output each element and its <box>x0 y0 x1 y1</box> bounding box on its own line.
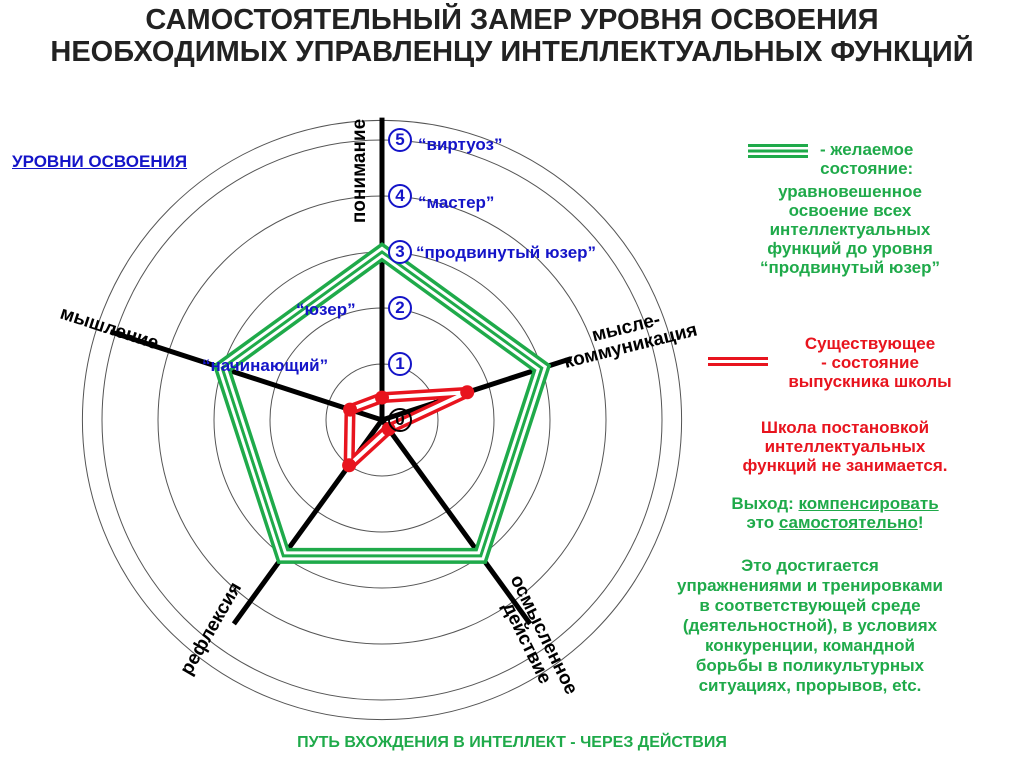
text-line: ситуациях, прорывов, etc. <box>698 676 922 695</box>
text-line: (деятельностной), в условиях <box>682 616 938 635</box>
note-achieve: Это достигается упражнениями и тренировк… <box>620 556 1000 696</box>
current-point <box>375 390 389 405</box>
legend-desired-swatch <box>748 144 808 158</box>
text-line: “продвинутый юзер” <box>759 258 941 277</box>
axis-line <box>109 329 383 423</box>
text-line: состояние: <box>820 159 914 178</box>
level-marker-3: 3 <box>388 240 412 264</box>
desired-polygon-center <box>220 250 544 558</box>
legend-desired-desc: уравновешенное освоение всех интеллектуа… <box>730 182 970 277</box>
footer: ПУТЬ ВХОЖДЕНИЯ В ИНТЕЛЛЕКТ - ЧЕРЕЗ ДЕЙСТ… <box>297 734 727 751</box>
level-marker-2: 2 <box>388 296 412 320</box>
note-school: Школа постановкой интеллектуальных функц… <box>700 418 990 475</box>
level-label-4: “мастер” <box>418 193 495 212</box>
axis-line <box>379 418 533 626</box>
text-line: упражнениями и тренировками <box>677 576 943 595</box>
underlined-text: компенсировать <box>798 494 939 513</box>
text-line: - желаемое <box>820 140 914 159</box>
text-line: интеллектуальных <box>764 437 926 456</box>
text-line: функций до уровня <box>767 239 933 258</box>
text-line: интеллектуальных <box>769 220 931 239</box>
text-line: функций не занимается. <box>742 456 948 475</box>
level-marker-1: 1 <box>388 352 412 376</box>
text-span: это <box>746 513 779 532</box>
underlined-text: самостоятельно <box>778 513 918 532</box>
title-line-2: НЕОБХОДИМЫХ УПРАВЛЕНЦУ ИНТЕЛЛЕКТУАЛЬНЫХ … <box>50 36 974 68</box>
text-line: конкуренции, командной <box>705 636 915 655</box>
text-line: это самостоятельно! <box>690 513 980 532</box>
level-marker-5: 5 <box>388 128 412 152</box>
current-point <box>460 385 475 400</box>
current-point <box>342 458 357 473</box>
text-span: ! <box>917 513 924 532</box>
text-line: Существующее <box>804 334 936 353</box>
text-line: выпускника школы <box>788 372 952 391</box>
text-line: Это достигается <box>741 556 879 575</box>
legend-current-swatch <box>708 357 768 366</box>
legend-current-desc: Существующее - состояние выпускника школ… <box>760 334 980 391</box>
current-point <box>343 402 358 417</box>
text-line: освоение всех <box>788 201 912 220</box>
text-line: в соответствующей среде <box>699 596 921 615</box>
level-label-1: “начинающий” <box>202 356 329 375</box>
level-label-5: “виртуоз” <box>418 135 503 154</box>
note-exit: Выход: компенсировать это самостоятельно… <box>690 494 980 532</box>
text-line: уравновешенное <box>778 182 922 201</box>
text-line: - состояние <box>821 353 919 372</box>
level-marker-0: 0 <box>388 408 412 432</box>
title-line-1: САМОСТОЯТЕЛЬНЫЙ ЗАМЕР УРОВНЯ ОСВОЕНИЯ <box>145 4 879 36</box>
text-line: Школа постановкой <box>760 418 930 437</box>
level-label-2: “юзер” <box>296 300 356 319</box>
level-marker-4: 4 <box>388 184 412 208</box>
legend-desired-title: - желаемое состояние: <box>820 140 913 178</box>
levels-heading: УРОВНИ ОСВОЕНИЯ <box>12 152 188 171</box>
text-line: Выход: компенсировать <box>690 494 980 513</box>
axis-label-ponimanie: понимание <box>349 118 371 224</box>
text-span: Выход: <box>731 494 799 513</box>
slide-title: САМОСТОЯТЕЛЬНЫЙ ЗАМЕР УРОВНЯ ОСВОЕНИЯ НЕ… <box>0 4 1024 68</box>
text-line: борьбы в поликультурных <box>695 656 925 675</box>
level-label-3: “продвинутый юзер” <box>416 243 597 262</box>
